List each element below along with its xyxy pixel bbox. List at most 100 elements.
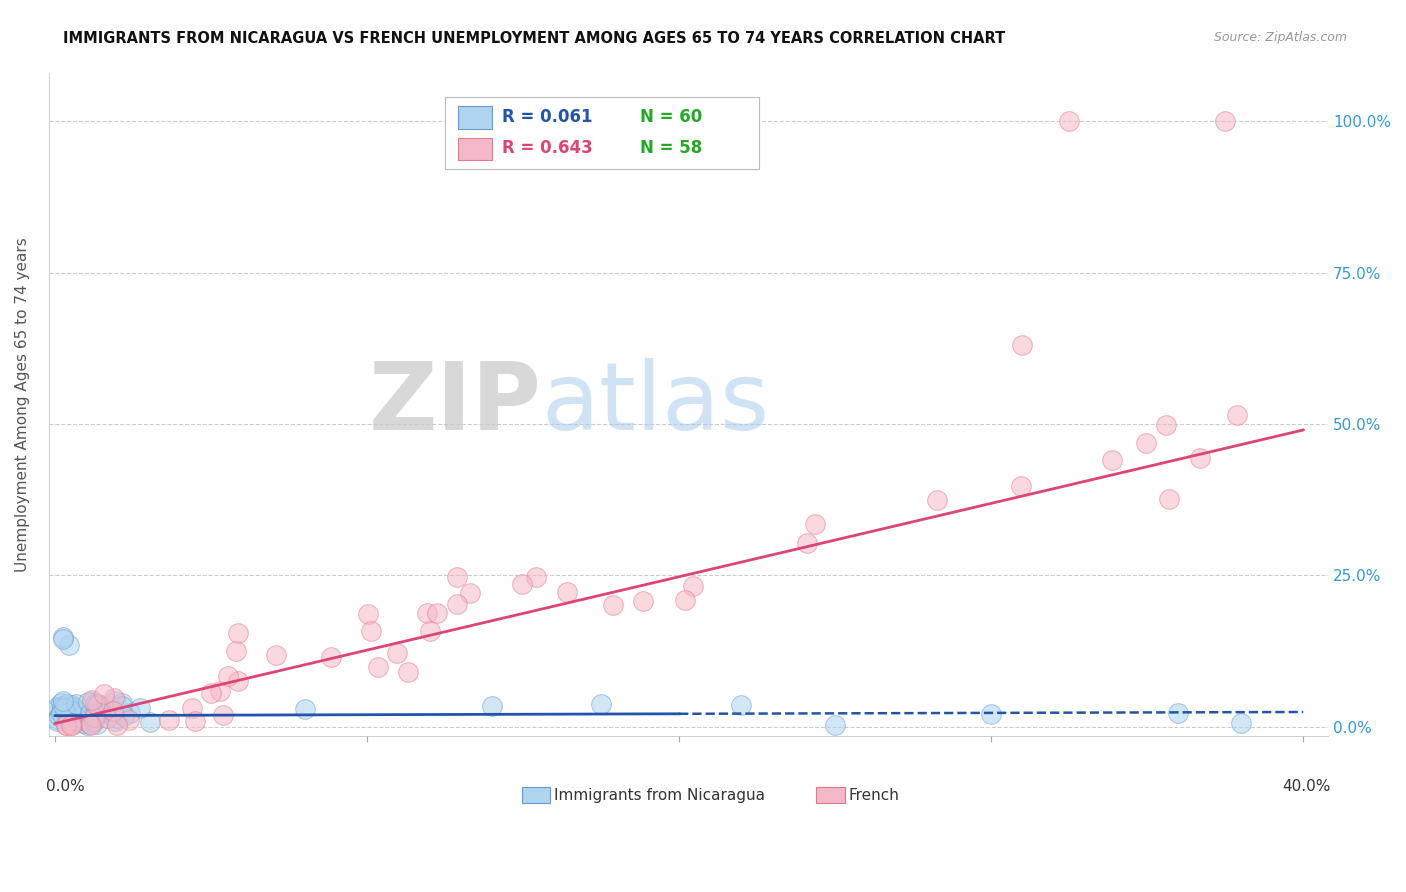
Point (796, 535, 818, 549)
Point (111, 696, 134, 710)
Point (72, 714, 94, 728)
Point (82, 692, 104, 706)
Point (60, 718, 83, 732)
Point (104, 694, 127, 708)
Point (84, 706, 107, 721)
Point (103, 691, 125, 706)
Point (51, 698, 73, 713)
Point (633, 594, 655, 608)
Point (55, 706, 77, 720)
Point (86, 716, 108, 731)
Point (60, 718, 83, 732)
Point (1011, 338, 1033, 352)
Point (60, 705, 83, 719)
Point (58, 638, 80, 652)
Point (602, 598, 624, 612)
Point (228, 673, 250, 688)
Point (93, 687, 115, 701)
Point (980, 706, 1002, 721)
Point (225, 644, 247, 658)
Point (184, 714, 207, 728)
Y-axis label: Unemployment Among Ages 65 to 74 years: Unemployment Among Ages 65 to 74 years (15, 237, 30, 572)
Point (118, 706, 141, 720)
Point (79, 710, 101, 724)
Point (49, 696, 72, 710)
Point (60, 698, 83, 712)
Point (446, 570, 468, 584)
Point (52, 630, 75, 644)
Point (1188, 451, 1211, 466)
Point (66, 710, 89, 724)
Point (266, 648, 288, 662)
Point (591, 697, 613, 711)
Point (426, 606, 449, 620)
Point (59, 706, 82, 720)
Point (52, 694, 75, 708)
Point (1135, 436, 1157, 450)
Point (200, 686, 222, 700)
Point (49, 706, 72, 721)
Text: Immigrants from Nicaragua: Immigrants from Nicaragua (554, 788, 765, 803)
Point (46, 701, 69, 715)
Point (45, 714, 67, 729)
Bar (522, 787, 550, 803)
Point (56, 703, 79, 717)
Point (157, 714, 180, 728)
Point (925, 492, 948, 507)
Point (208, 684, 231, 698)
Point (59, 707, 82, 722)
Point (824, 717, 846, 731)
Point (83, 710, 105, 724)
Point (105, 711, 128, 725)
Point (60, 715, 83, 730)
Point (139, 715, 162, 730)
Text: 40.0%: 40.0% (1282, 779, 1330, 794)
Point (128, 701, 150, 715)
Point (419, 624, 441, 638)
Point (367, 660, 389, 674)
Point (446, 597, 468, 611)
Point (77, 695, 100, 709)
Text: Source: ZipAtlas.com: Source: ZipAtlas.com (1213, 31, 1347, 45)
Point (55, 698, 77, 712)
Point (1154, 418, 1177, 433)
Point (396, 665, 419, 679)
Point (96, 711, 118, 725)
Text: French: French (848, 788, 900, 803)
Point (458, 586, 481, 600)
Text: 0.0%: 0.0% (46, 779, 84, 794)
Point (48, 709, 70, 723)
Point (45, 712, 67, 726)
Bar (817, 787, 845, 803)
Point (1226, 408, 1249, 422)
Point (86, 698, 108, 713)
Point (1101, 453, 1123, 467)
Text: atlas: atlas (541, 359, 769, 450)
Point (804, 517, 827, 532)
Point (60, 704, 83, 718)
Text: ZIP: ZIP (368, 359, 541, 450)
Point (60, 700, 83, 714)
Point (80, 695, 103, 709)
Point (217, 669, 239, 683)
Point (79, 717, 101, 731)
Point (510, 577, 533, 591)
Point (63, 699, 86, 714)
Point (360, 624, 382, 639)
Point (1011, 479, 1033, 493)
Point (294, 702, 316, 716)
Point (80, 718, 103, 732)
Point (52, 632, 75, 646)
Point (1057, 114, 1080, 128)
Point (226, 625, 249, 640)
Point (385, 647, 408, 661)
Point (72, 716, 94, 731)
Point (212, 707, 235, 722)
Point (45, 700, 67, 714)
Point (415, 606, 437, 620)
Point (82, 705, 104, 719)
Point (87, 698, 110, 712)
Point (555, 584, 578, 599)
Point (83, 697, 105, 711)
Point (524, 569, 547, 583)
